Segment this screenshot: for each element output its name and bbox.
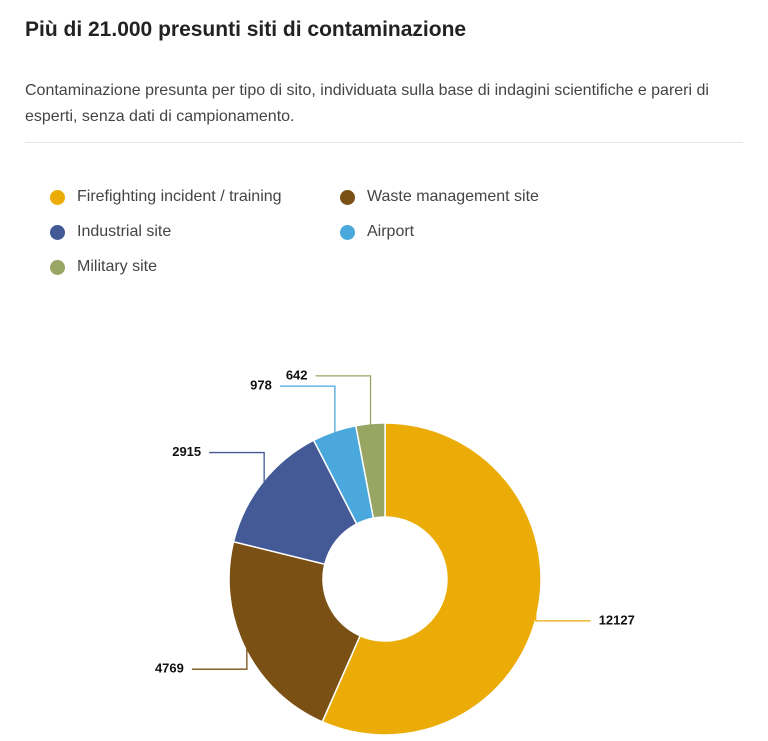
leader-line	[315, 375, 372, 426]
data-label: 2915	[172, 444, 201, 459]
legend-swatch	[50, 224, 65, 240]
legend-label: Industrial site	[77, 223, 172, 240]
data-label: 12127	[599, 612, 635, 627]
divider	[25, 142, 743, 143]
legend-label: Military site	[77, 258, 158, 275]
legend-label: Firefighting incident / training	[77, 188, 282, 205]
leader-line	[535, 610, 591, 622]
legend-item: Firefighting incident / training	[50, 188, 282, 206]
legend-swatch	[50, 259, 65, 275]
legend-item: Industrial site	[50, 223, 171, 241]
title: Più di 21.000 presunti siti di contamina…	[25, 18, 467, 41]
legend-label: Airport	[367, 223, 415, 240]
leader-line	[191, 647, 248, 670]
data-label: 642	[286, 367, 308, 382]
legend-swatch	[340, 224, 355, 240]
legend-swatch	[50, 189, 65, 205]
data-label: 978	[250, 378, 272, 393]
slice	[321, 422, 542, 736]
leader-line	[209, 451, 265, 484]
slice	[228, 540, 362, 723]
legend-swatch	[340, 189, 355, 205]
data-label: 4769	[155, 661, 184, 676]
legend-label: Waste management site	[367, 188, 539, 205]
legend-item: Military site	[50, 258, 157, 276]
subtitle: Contaminazione presunta per tipo di sito…	[25, 82, 709, 125]
legend-item: Waste management site	[340, 188, 539, 206]
legend-item: Airport	[340, 223, 414, 241]
slice	[354, 422, 386, 519]
leader-line	[279, 385, 336, 434]
